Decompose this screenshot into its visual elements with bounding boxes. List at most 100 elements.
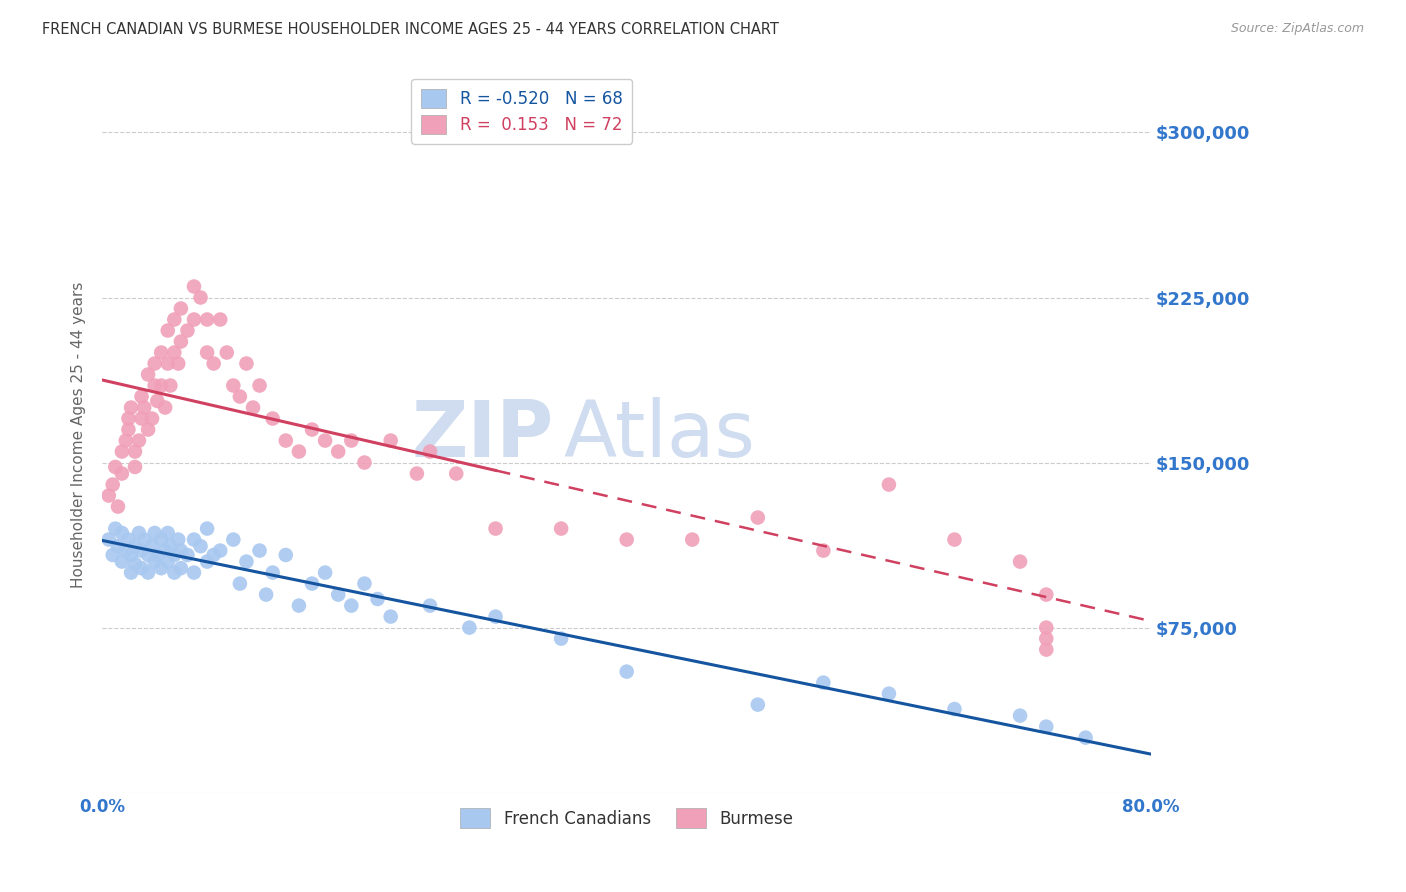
Point xyxy=(97,489,120,503)
Point xyxy=(167,533,190,547)
Point xyxy=(328,444,350,458)
Point xyxy=(380,434,402,448)
Point xyxy=(353,456,375,470)
Point xyxy=(120,548,142,562)
Y-axis label: Householder Income Ages 25 - 44 years: Householder Income Ages 25 - 44 years xyxy=(72,282,86,588)
Point xyxy=(242,401,264,415)
Point xyxy=(943,533,966,547)
Point xyxy=(353,576,375,591)
Point xyxy=(111,444,134,458)
Point xyxy=(124,557,146,571)
Point xyxy=(101,548,124,562)
Point xyxy=(195,522,218,536)
Point xyxy=(167,357,190,371)
Point xyxy=(146,548,169,562)
Point xyxy=(202,548,225,562)
Point xyxy=(747,698,769,712)
Point xyxy=(1008,708,1031,723)
Point xyxy=(183,533,205,547)
Point xyxy=(183,312,205,326)
Point xyxy=(301,576,323,591)
Point xyxy=(136,566,159,580)
Point xyxy=(1035,632,1057,646)
Point xyxy=(314,566,336,580)
Point xyxy=(1035,588,1057,602)
Point xyxy=(314,434,336,448)
Point xyxy=(170,561,193,575)
Point xyxy=(120,401,142,415)
Point xyxy=(104,459,127,474)
Point xyxy=(550,632,572,646)
Point xyxy=(616,665,638,679)
Point xyxy=(202,357,225,371)
Point xyxy=(484,609,506,624)
Point xyxy=(120,566,142,580)
Point xyxy=(747,510,769,524)
Point xyxy=(380,609,402,624)
Point xyxy=(340,599,363,613)
Point xyxy=(141,539,163,553)
Point xyxy=(222,533,245,547)
Point xyxy=(419,444,441,458)
Point xyxy=(550,522,572,536)
Text: ZIP: ZIP xyxy=(411,397,554,473)
Legend: French Canadians, Burmese: French Canadians, Burmese xyxy=(454,802,800,834)
Point xyxy=(183,279,205,293)
Point xyxy=(328,588,350,602)
Point xyxy=(1035,720,1057,734)
Point xyxy=(156,357,179,371)
Point xyxy=(367,592,389,607)
Point xyxy=(150,533,173,547)
Point xyxy=(209,312,232,326)
Point xyxy=(143,526,166,541)
Point xyxy=(128,434,150,448)
Point xyxy=(107,500,129,514)
Point xyxy=(131,411,153,425)
Point xyxy=(143,555,166,569)
Point xyxy=(616,533,638,547)
Point xyxy=(163,548,186,562)
Point xyxy=(163,345,186,359)
Point xyxy=(146,393,169,408)
Point xyxy=(215,345,238,359)
Point xyxy=(190,291,212,305)
Point xyxy=(222,378,245,392)
Point xyxy=(195,555,218,569)
Point xyxy=(301,423,323,437)
Point xyxy=(111,555,134,569)
Point xyxy=(877,477,900,491)
Point xyxy=(159,378,181,392)
Point xyxy=(249,378,271,392)
Point xyxy=(107,539,129,553)
Point xyxy=(101,477,124,491)
Point xyxy=(406,467,429,481)
Point xyxy=(458,621,481,635)
Point xyxy=(1035,621,1057,635)
Point xyxy=(124,444,146,458)
Point xyxy=(124,459,146,474)
Point xyxy=(176,548,198,562)
Point xyxy=(195,312,218,326)
Point xyxy=(150,378,173,392)
Point xyxy=(104,522,127,536)
Point xyxy=(163,566,186,580)
Point xyxy=(131,390,153,404)
Point xyxy=(111,467,134,481)
Point xyxy=(235,555,257,569)
Point xyxy=(156,555,179,569)
Point xyxy=(156,526,179,541)
Point xyxy=(136,423,159,437)
Point xyxy=(114,434,136,448)
Point xyxy=(114,543,136,558)
Point xyxy=(156,324,179,338)
Point xyxy=(136,548,159,562)
Point xyxy=(681,533,703,547)
Point xyxy=(235,357,257,371)
Point xyxy=(117,533,139,547)
Text: FRENCH CANADIAN VS BURMESE HOUSEHOLDER INCOME AGES 25 - 44 YEARS CORRELATION CHA: FRENCH CANADIAN VS BURMESE HOUSEHOLDER I… xyxy=(42,22,779,37)
Point xyxy=(176,324,198,338)
Point xyxy=(1035,642,1057,657)
Text: Atlas: Atlas xyxy=(564,397,755,473)
Point xyxy=(1074,731,1097,745)
Point xyxy=(128,526,150,541)
